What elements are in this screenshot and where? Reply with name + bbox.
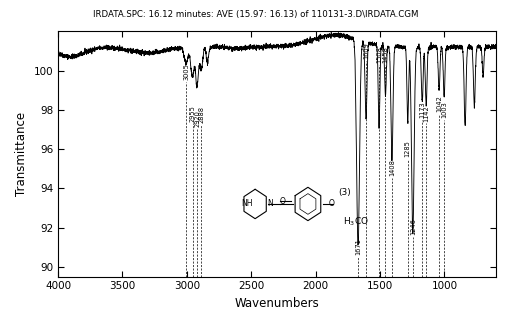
Text: 1408: 1408 [389, 160, 395, 176]
Text: 1003: 1003 [441, 101, 447, 118]
Text: NH: NH [241, 200, 252, 208]
Text: 2955: 2955 [190, 105, 196, 122]
Text: 1458: 1458 [382, 46, 388, 63]
Text: 2888: 2888 [198, 107, 204, 124]
Text: O: O [328, 200, 334, 208]
Text: 1246: 1246 [410, 218, 416, 235]
Y-axis label: Transmittance: Transmittance [15, 112, 28, 196]
Text: IRDATA.SPC: 16.12 minutes: AVE (15.97: 16.13) of 110131-3.D\IRDATA.CGM: IRDATA.SPC: 16.12 minutes: AVE (15.97: 1… [93, 10, 418, 19]
Text: 1042: 1042 [436, 95, 442, 112]
Text: N: N [268, 200, 273, 208]
Text: 1285: 1285 [405, 140, 411, 157]
Text: (3): (3) [338, 188, 351, 197]
Text: 3005: 3005 [183, 63, 189, 80]
Text: 2920: 2920 [194, 111, 200, 127]
Text: 1609: 1609 [363, 42, 369, 59]
Text: 1508: 1508 [376, 46, 382, 63]
Text: $\mathsf{H_3CO}$: $\mathsf{H_3CO}$ [343, 215, 369, 228]
Text: 1142: 1142 [423, 105, 429, 122]
Text: 1671: 1671 [355, 238, 361, 255]
Text: O: O [279, 197, 285, 206]
X-axis label: Wavenumbers: Wavenumbers [235, 297, 319, 310]
Text: 1173: 1173 [419, 101, 425, 118]
